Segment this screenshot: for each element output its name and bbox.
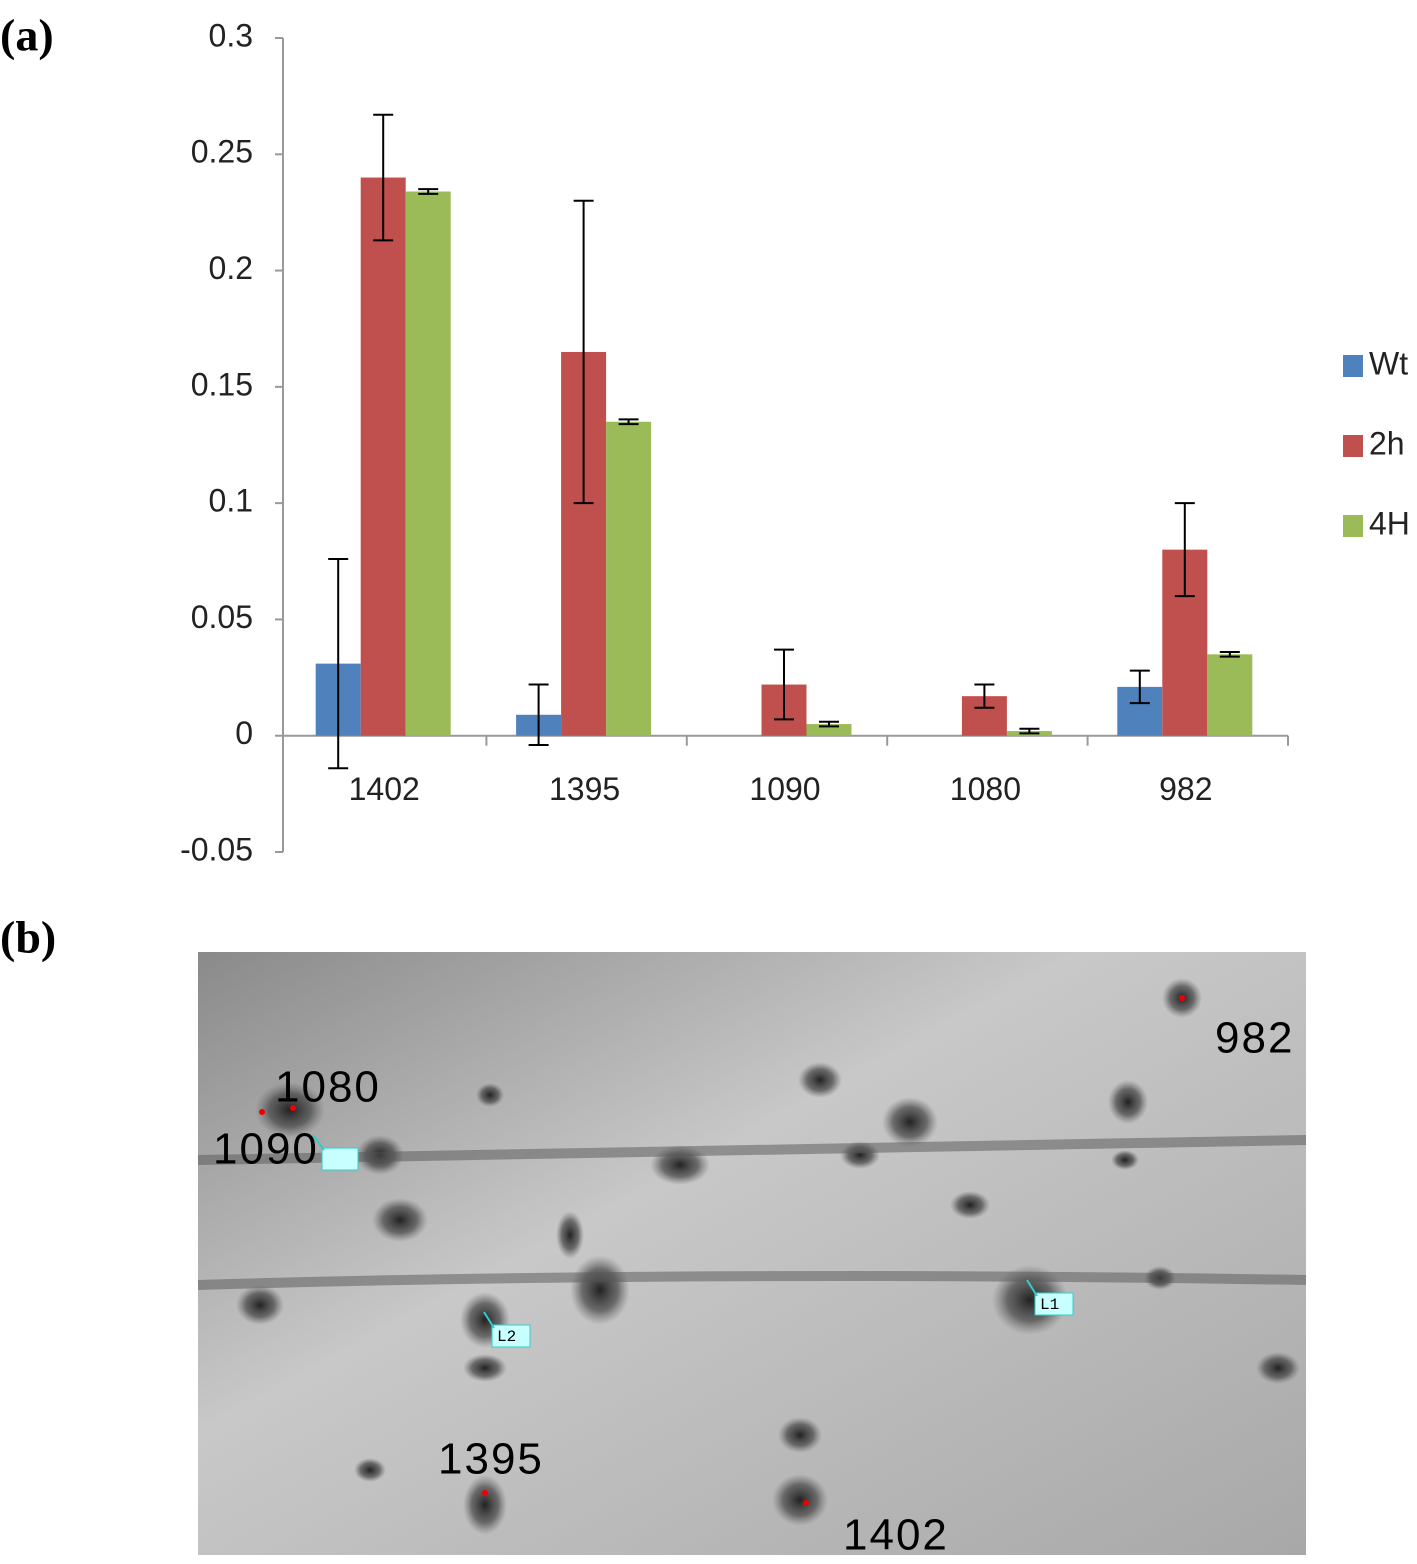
error-bar bbox=[1219, 650, 1240, 658]
legend-swatch bbox=[1343, 435, 1363, 457]
error-bar bbox=[618, 418, 639, 426]
bar bbox=[606, 421, 652, 736]
error-bar bbox=[819, 720, 839, 728]
y-tick-label: 0.15 bbox=[191, 366, 253, 402]
gel-image: 982 1080 1090 1395 1402 L1 L2 bbox=[197, 952, 1307, 1560]
legend-swatch bbox=[1343, 515, 1363, 537]
marker-box bbox=[491, 1324, 531, 1348]
legend-label: 2h bbox=[1369, 425, 1405, 461]
y-tick-label: -0.05 bbox=[180, 831, 253, 867]
bar-chart: 0.3 0.25 0.2 0.15 0.1 0.05 0 -0.05 1402 1395 1090 1… bbox=[180, 17, 1410, 867]
bar bbox=[360, 177, 406, 736]
gel-background bbox=[198, 952, 1306, 1555]
spot-label: 1090 bbox=[213, 1125, 319, 1174]
y-tick-label: 0.25 bbox=[191, 134, 253, 170]
legend-label: 4H bbox=[1369, 505, 1410, 541]
error-bar bbox=[528, 683, 549, 747]
error-bar bbox=[328, 557, 349, 770]
error-bar bbox=[418, 188, 439, 195]
marker-label: L1 bbox=[1040, 1296, 1059, 1314]
y-tick-label: 0.2 bbox=[209, 250, 253, 286]
x-tick-label: 982 bbox=[1159, 771, 1212, 807]
error-bar bbox=[974, 683, 995, 709]
bar bbox=[806, 724, 852, 736]
spot-label: 982 bbox=[1215, 1014, 1294, 1063]
x-tick-label: 1402 bbox=[349, 771, 420, 807]
x-tick-label: 1395 bbox=[549, 771, 620, 807]
panel-label: (a) bbox=[0, 10, 54, 61]
legend-label: Wt bbox=[1369, 345, 1408, 381]
spot-label: 1395 bbox=[438, 1435, 544, 1484]
error-bar bbox=[1019, 727, 1040, 735]
panel-label: (b) bbox=[0, 912, 56, 963]
error-bar bbox=[573, 199, 594, 505]
y-tick-label: 0 bbox=[235, 715, 253, 751]
legend-swatch bbox=[1343, 355, 1363, 377]
y-tick-label: 0.05 bbox=[191, 599, 253, 635]
x-tick-label: 1090 bbox=[749, 771, 820, 807]
error-bar bbox=[373, 113, 394, 242]
y-tick-label: 0.1 bbox=[209, 483, 253, 519]
error-bar bbox=[774, 648, 794, 721]
error-bar bbox=[1174, 502, 1195, 598]
marker-label: L2 bbox=[497, 1328, 516, 1346]
error-bar bbox=[1129, 669, 1150, 705]
y-tick-label: 0.3 bbox=[209, 17, 253, 53]
x-tick-label: 1080 bbox=[950, 771, 1021, 807]
spot-label: 1402 bbox=[843, 1511, 949, 1559]
marker-box bbox=[1034, 1292, 1074, 1316]
bar bbox=[405, 191, 451, 736]
bar bbox=[1207, 654, 1253, 736]
spot-markers bbox=[259, 995, 1185, 1506]
gel-spots bbox=[236, 978, 1300, 1535]
spot-label: 1080 bbox=[275, 1063, 381, 1112]
